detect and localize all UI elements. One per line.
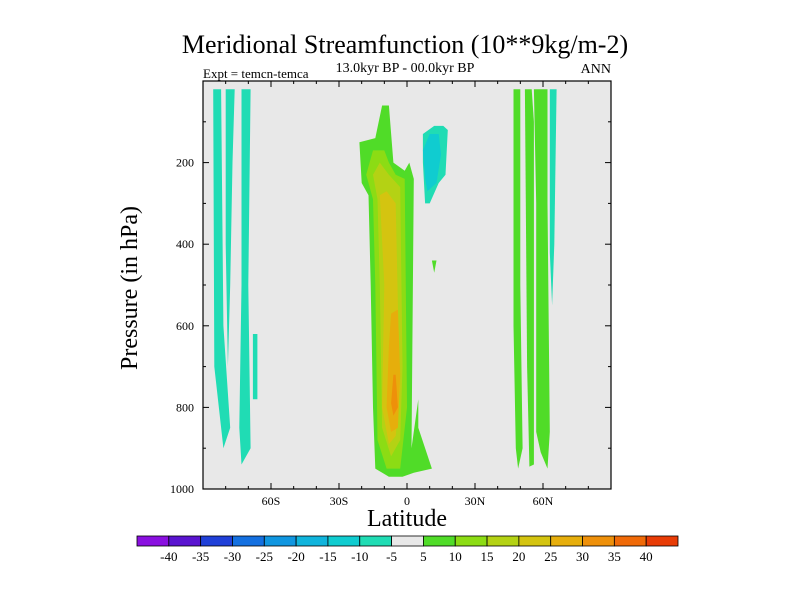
colorbar-swatch bbox=[359, 535, 392, 547]
colorbar-swatch bbox=[423, 535, 456, 547]
colorbar-swatch bbox=[486, 535, 520, 547]
colorbar-label: 35 bbox=[608, 549, 621, 564]
colorbar-label: 20 bbox=[512, 549, 525, 564]
chart-title: Meridional Streamfunction (10**9kg/m-2) bbox=[182, 30, 628, 59]
colorbar-swatch bbox=[454, 535, 488, 547]
region-tropical-negative-10 bbox=[422, 134, 441, 192]
colorbar-label: -15 bbox=[319, 549, 336, 564]
x-tick-label: 60N bbox=[533, 494, 554, 508]
region-sh-negative-band-d bbox=[252, 334, 258, 400]
colorbar-label: 25 bbox=[544, 549, 557, 564]
colorbar-swatch bbox=[168, 535, 202, 547]
colorbar-label: -35 bbox=[192, 549, 209, 564]
chart-subtitle: 13.0kyr BP - 00.0kyr BP bbox=[336, 61, 475, 76]
colorbar-swatch bbox=[645, 535, 679, 547]
y-tick-label: 400 bbox=[176, 237, 194, 251]
region-tropical-positive-30 bbox=[391, 374, 398, 416]
colorbar-swatch bbox=[232, 535, 265, 547]
region-nh-negative-band bbox=[549, 89, 557, 306]
region-nh-positive-band-b bbox=[524, 89, 534, 467]
colorbar-swatch bbox=[613, 535, 647, 547]
x-tick-label: 30N bbox=[465, 494, 486, 508]
colorbar-swatch bbox=[582, 535, 615, 547]
colorbar-label: -30 bbox=[224, 549, 241, 564]
colorbar-label: 15 bbox=[481, 549, 494, 564]
y-tick-label: 200 bbox=[176, 156, 194, 170]
y-tick-label: 800 bbox=[176, 400, 194, 414]
colorbar-swatch bbox=[263, 535, 297, 547]
region-sh-negative-band-c bbox=[239, 89, 251, 465]
colorbar-swatch bbox=[550, 535, 583, 547]
colorbar-label: -40 bbox=[160, 549, 177, 564]
x-tick-label: 60S bbox=[262, 494, 281, 508]
x-tick-label: 0 bbox=[404, 494, 410, 508]
contour-regions bbox=[213, 89, 557, 477]
region-nh-positive-band-a bbox=[513, 89, 523, 469]
x-axis-ticks: 60S 30S 0 30N 60N bbox=[225, 81, 589, 508]
colorbar-swatch bbox=[200, 535, 233, 547]
region-sh-negative-band-b bbox=[225, 89, 235, 367]
colorbar-label: -25 bbox=[256, 549, 273, 564]
colorbar-label: -20 bbox=[287, 549, 304, 564]
region-nh-positive-band-c bbox=[533, 89, 550, 469]
colorbar-swatch bbox=[136, 535, 170, 547]
colorbar-swatch bbox=[518, 535, 552, 547]
colorbar-label: 40 bbox=[640, 549, 653, 564]
colorbar-swatch bbox=[327, 535, 361, 547]
colorbar-label: 10 bbox=[449, 549, 462, 564]
colorbar-label: -10 bbox=[351, 549, 368, 564]
colorbar-label: 5 bbox=[420, 549, 427, 564]
x-tick-label: 30S bbox=[330, 494, 349, 508]
period-label: ANN bbox=[581, 62, 611, 77]
colorbar-label: -5 bbox=[386, 549, 397, 564]
y-axis-label: Pressure (in hPa) bbox=[117, 206, 143, 370]
color-legend: -40 -35 -30 -25 -20 -15 -10 -5 5 10 15 20 25 30 35 40 bbox=[136, 535, 679, 564]
region-sh-negative-band-a bbox=[213, 89, 231, 449]
y-axis-ticks: 200 400 600 800 1000 bbox=[170, 121, 611, 496]
colorbar-label: 30 bbox=[576, 549, 589, 564]
colorbar-swatch bbox=[391, 535, 424, 547]
y-tick-label: 600 bbox=[176, 319, 194, 333]
region-tropical-small-positive bbox=[431, 260, 437, 273]
colorbar-swatch bbox=[295, 535, 329, 547]
experiment-label: Expt = temcn-temca bbox=[203, 66, 309, 81]
x-axis-label: Latitude bbox=[367, 506, 447, 532]
y-tick-label: 1000 bbox=[170, 482, 194, 496]
